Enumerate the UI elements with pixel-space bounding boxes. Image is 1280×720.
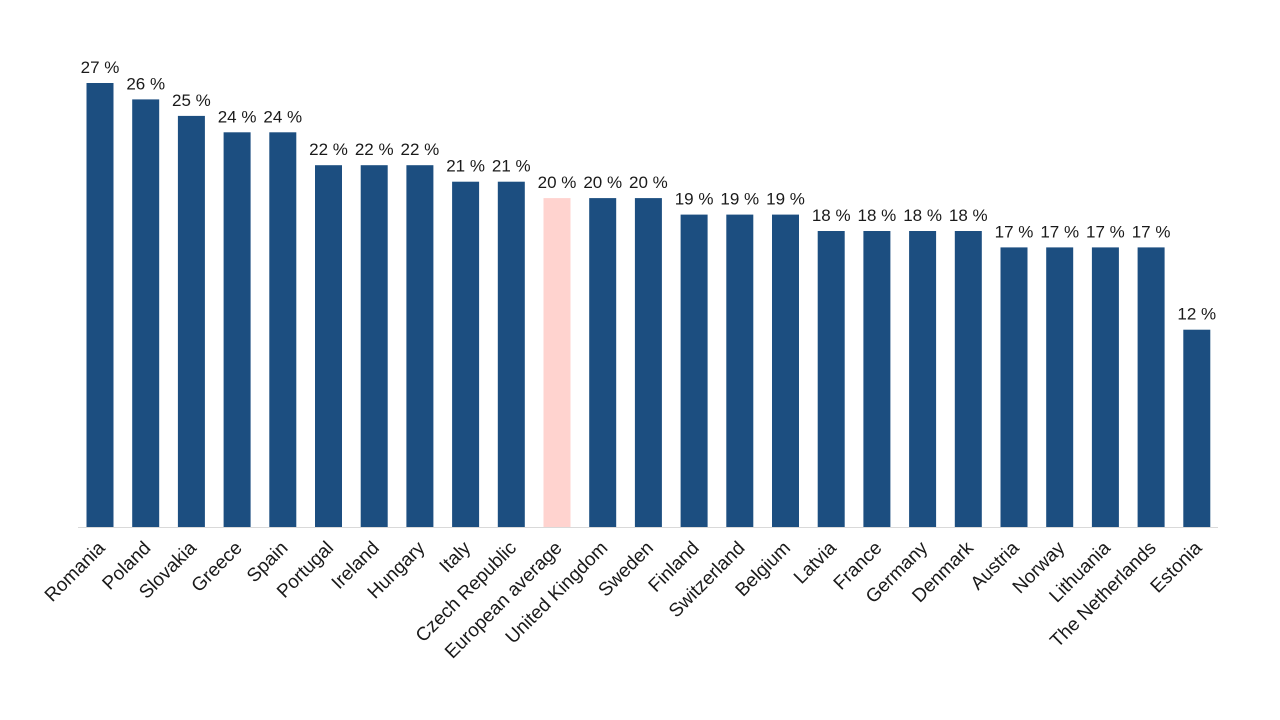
value-label-slovakia: 25 % — [172, 91, 211, 110]
value-label-norway: 17 % — [1040, 222, 1079, 241]
value-labels-group: 27 % 26 % 25 % 24 % 24 % 22 % 22 % 22 % 21 % 21 %… — [81, 58, 1217, 324]
value-label-czech-republic: 21 % — [492, 157, 531, 176]
value-label-lithuania: 17 % — [1086, 222, 1125, 241]
bar-france — [863, 231, 891, 527]
bar-greece — [223, 132, 251, 528]
value-label-european-average: 20 % — [538, 173, 577, 192]
bar-finland — [680, 214, 708, 527]
value-label-estonia: 12 % — [1177, 305, 1216, 324]
bar-germany — [909, 231, 937, 527]
bar-denmark — [954, 231, 982, 527]
value-label-sweden: 20 % — [629, 173, 668, 192]
value-label-belgium: 19 % — [766, 190, 805, 209]
bar-estonia — [1183, 329, 1211, 527]
value-label-portugal: 22 % — [309, 140, 348, 159]
x-tick-label-italy: Italy — [436, 537, 476, 577]
bar-norway — [1046, 247, 1074, 527]
bar-switzerland — [726, 214, 754, 527]
x-tick-labels-group: RomaniaPolandSlovakiaGreeceSpainPortugal… — [41, 537, 1207, 663]
value-label-hungary: 22 % — [401, 140, 440, 159]
bar-portugal — [315, 165, 342, 527]
x-tick-label-estonia: Estonia — [1147, 537, 1207, 597]
bar-romania — [86, 83, 114, 527]
bar-czech-republic — [497, 181, 525, 527]
bar-austria — [1000, 247, 1028, 527]
bar-the-netherlands — [1137, 247, 1165, 527]
bar-ireland — [360, 165, 388, 527]
bar-poland — [132, 99, 160, 528]
value-label-the-netherlands: 17 % — [1132, 222, 1171, 241]
bar-belgium — [772, 214, 799, 527]
bar-lithuania — [1091, 247, 1119, 527]
value-label-italy: 21 % — [446, 157, 485, 176]
x-tick-label-greece: Greece — [188, 538, 247, 597]
value-label-france: 18 % — [858, 206, 897, 225]
bar-sweden — [634, 198, 662, 527]
value-label-poland: 26 % — [126, 74, 165, 93]
value-label-romania: 27 % — [81, 58, 120, 77]
bar-latvia — [817, 231, 845, 527]
bars-group — [86, 83, 1211, 528]
value-label-germany: 18 % — [903, 206, 942, 225]
bar-italy — [452, 181, 480, 527]
value-label-finland: 19 % — [675, 190, 714, 209]
bar-hungary — [406, 165, 434, 527]
bar-united-kingdom — [589, 198, 617, 527]
value-label-spain: 24 % — [263, 107, 302, 126]
value-label-latvia: 18 % — [812, 206, 851, 225]
bar-slovakia — [177, 115, 205, 528]
value-label-austria: 17 % — [995, 222, 1034, 241]
x-tick-label-romania: Romania — [41, 537, 110, 606]
value-label-greece: 24 % — [218, 107, 257, 126]
value-label-united-kingdom: 20 % — [583, 173, 622, 192]
bar-spain — [269, 132, 297, 528]
value-label-switzerland: 19 % — [720, 190, 759, 209]
value-label-denmark: 18 % — [949, 206, 988, 225]
bar-european-average — [543, 198, 571, 527]
value-label-ireland: 22 % — [355, 140, 394, 159]
